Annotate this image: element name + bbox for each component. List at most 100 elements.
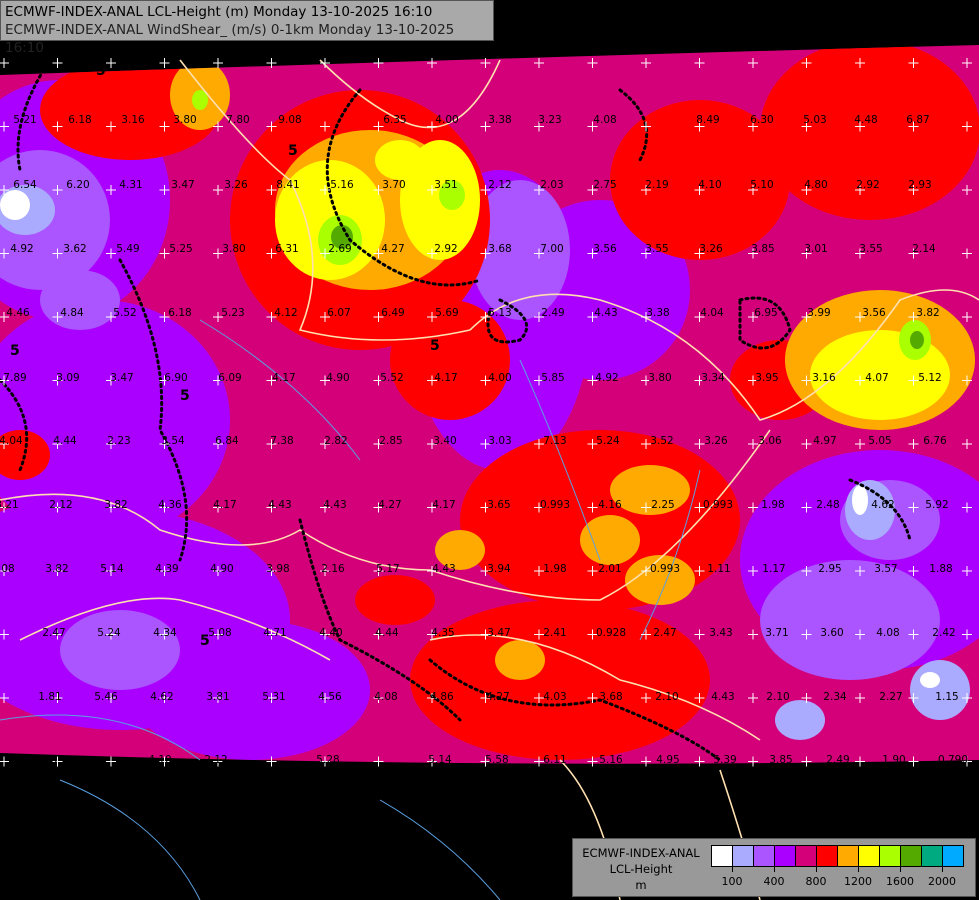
- wind-shear-value: 4.10: [698, 179, 722, 191]
- grid-cross-icon: [962, 756, 972, 767]
- grid-cross-icon: [694, 756, 705, 767]
- wind-shear-value: 4.56: [318, 691, 342, 703]
- wind-shear-value: 5.14: [428, 754, 452, 766]
- lcl-height-region: [60, 610, 180, 690]
- grid-cross-icon: [748, 756, 758, 767]
- grid-cross-icon: [52, 439, 63, 449]
- grid-cross-icon: [534, 121, 544, 132]
- grid-cross-icon: [641, 58, 651, 68]
- grid-cross-icon: [587, 312, 598, 322]
- wind-shear-value: 5.31: [262, 691, 286, 703]
- grid-cross-icon: [694, 185, 705, 195]
- grid-cross-icon: [801, 756, 812, 767]
- grid-cross-icon: [427, 566, 437, 576]
- lcl-height-region: [910, 660, 970, 720]
- wind-shear-value: 4.03: [543, 691, 567, 703]
- wind-shear-value: 2.92: [434, 243, 458, 255]
- contour-label: 5: [96, 63, 106, 79]
- grid-cross-icon: [52, 248, 63, 259]
- wind-shear-value: 4.44: [375, 627, 399, 639]
- grid-cross-icon: [694, 58, 705, 68]
- wind-shear-value: 6.07: [327, 307, 351, 319]
- wind-shear-value: 5.49: [116, 243, 140, 255]
- grid-cross-icon: [962, 58, 972, 68]
- wind-shear-value: 2.10: [655, 691, 679, 703]
- wind-shear-value: 6.31: [275, 243, 299, 255]
- grid-cross-icon: [908, 439, 919, 449]
- color-legend: ECMWF-INDEX-ANAL LCL-Height m 100 400 800 1…: [572, 838, 976, 897]
- grid-cross-icon: [962, 502, 972, 513]
- grid-cross-icon: [641, 121, 651, 132]
- lcl-height-region: [910, 331, 924, 349]
- wind-shear-value: 2.47: [42, 627, 66, 639]
- wind-shear-value: 3.38: [646, 307, 670, 319]
- grid-cross-icon: [213, 439, 223, 449]
- grid-cross-icon: [855, 439, 865, 449]
- grid-cross-icon: [748, 502, 758, 513]
- grid-cross-icon: [427, 121, 437, 132]
- wind-shear-value: 5.24: [97, 627, 121, 639]
- wind-shear-value: 3.68: [599, 691, 623, 703]
- lcl-height-region: [610, 100, 790, 260]
- grid-cross-icon: [748, 248, 758, 259]
- contour-label: 5: [10, 343, 20, 359]
- legend-tick: [942, 867, 943, 872]
- wind-shear-value: 4.80: [804, 179, 828, 191]
- wind-shear-value: 3.26: [699, 243, 723, 255]
- grid-cross-icon: [213, 629, 223, 640]
- legend-swatch: [754, 846, 775, 866]
- legend-swatch: [796, 846, 817, 866]
- grid-cross-icon: [587, 502, 598, 513]
- grid-cross-icon: [106, 58, 116, 68]
- grid-cross-icon: [373, 502, 384, 513]
- grid-cross-icon: [962, 693, 972, 703]
- wind-shear-value: 3.82: [104, 499, 128, 511]
- grid-cross-icon: [0, 693, 9, 703]
- river: [379, 799, 501, 900]
- grid-cross-icon: [106, 312, 116, 322]
- lcl-height-region: [0, 190, 30, 220]
- grid-cross-icon: [427, 248, 437, 259]
- wind-shear-value: 3.56: [862, 307, 886, 319]
- grid-cross-icon: [534, 756, 544, 767]
- legend-swatch: [775, 846, 796, 866]
- grid-cross-icon: [748, 185, 758, 195]
- wind-shear-value: 3.60: [820, 627, 844, 639]
- wind-shear-value: 3.16: [812, 372, 836, 384]
- wind-shear-value: 2.93: [908, 179, 932, 191]
- grid-cross-icon: [480, 693, 491, 703]
- wind-shear-value: 4.27: [378, 499, 402, 511]
- grid-cross-icon: [480, 375, 491, 386]
- grid-cross-icon: [962, 439, 972, 449]
- wind-shear-value: 5.13: [488, 307, 512, 319]
- grid-cross-icon: [587, 629, 598, 640]
- lcl-height-region: [410, 600, 710, 760]
- wind-shear-value: 4.10: [148, 754, 172, 766]
- wind-shear-value: 5.12: [918, 372, 942, 384]
- grid-cross-icon: [587, 121, 598, 132]
- wind-shear-value: 3.54: [161, 435, 185, 447]
- wind-shear-value: 3.52: [650, 435, 674, 447]
- grid-cross-icon: [962, 185, 972, 195]
- wind-shear-value: 3.09: [56, 372, 80, 384]
- grid-cross-icon: [855, 312, 865, 322]
- grid-cross-icon: [748, 439, 758, 449]
- wind-shear-value: 3.34: [701, 372, 725, 384]
- grid-cross-icon: [373, 375, 384, 386]
- wind-shear-value: 5.25: [169, 243, 193, 255]
- river: [0, 714, 201, 761]
- wind-shear-value: 3.80: [173, 114, 197, 126]
- wind-shear-value: 0.993: [649, 563, 681, 575]
- wind-shear-value: 5.17: [376, 563, 400, 575]
- grid-cross-icon: [427, 439, 437, 449]
- wind-shear-value: 3.62: [63, 243, 87, 255]
- wind-shear-value: 4.95: [656, 754, 680, 766]
- wind-shear-value: 3.65: [487, 499, 511, 511]
- wind-shear-value: 3.68: [488, 243, 512, 255]
- wind-shear-value: 5.52: [380, 372, 404, 384]
- wind-shear-value: 4.86: [430, 691, 454, 703]
- legend-color-bar: [711, 845, 964, 867]
- grid-cross-icon: [213, 693, 223, 703]
- wind-shear-value: 3.26: [704, 435, 728, 447]
